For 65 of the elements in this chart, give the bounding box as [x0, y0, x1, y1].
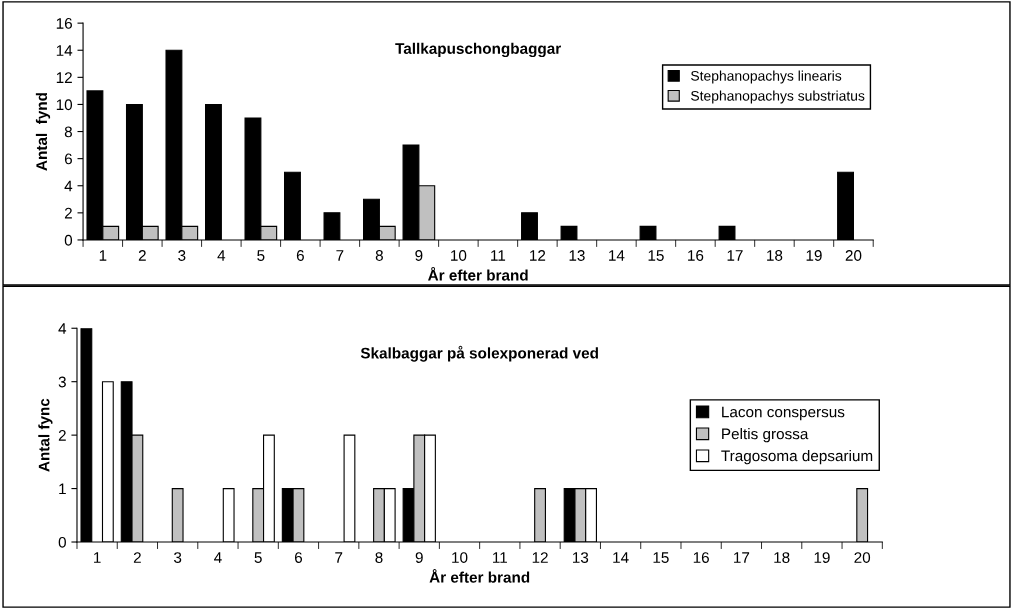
y-tick-label: 12 [56, 72, 72, 83]
x-tick-label: 3 [178, 250, 186, 261]
legend-label: Lacon conspersus [722, 406, 845, 421]
x-tick-label: 20 [854, 552, 871, 563]
x-tick-label: 2 [138, 250, 146, 261]
y-axis-title: Antal fync [38, 398, 53, 472]
legend-label: Stephanopachys substriatus [691, 90, 865, 104]
x-tick-label: 19 [806, 250, 822, 261]
x-tick-label: 12 [532, 552, 548, 563]
x-tick-label: 14 [609, 250, 625, 261]
x-tick-label: 5 [257, 250, 265, 261]
x-tick-label: 12 [530, 250, 546, 261]
x-tick-label: 18 [767, 250, 783, 261]
x-tick-label: 16 [688, 250, 704, 261]
x-tick-label: 5 [254, 552, 262, 563]
y-tick-label: 0 [64, 234, 73, 246]
x-tick-label: 1 [94, 552, 101, 563]
y-tick-label: 4 [64, 180, 73, 192]
x-tick-label: 2 [133, 552, 141, 563]
x-tick-label: 6 [294, 552, 303, 563]
y-tick-label: 2 [58, 430, 66, 441]
x-tick-label: 15 [653, 552, 669, 563]
legend-label: Peltis grossa [722, 428, 809, 443]
x-tick-label: 18 [774, 552, 790, 563]
x-tick-label: 7 [335, 552, 343, 563]
x-tick-label: 10 [451, 250, 467, 261]
x-tick-label: 3 [173, 552, 182, 563]
y-tick-label: 6 [64, 153, 72, 165]
y-tick-label: 1 [59, 483, 66, 495]
x-tick-label: 14 [613, 552, 629, 563]
y-tick-label: 0 [58, 536, 66, 548]
legend-label: Stephanopachys linearis [691, 70, 842, 84]
x-tick-label: 13 [569, 250, 585, 261]
x-tick-label: 6 [296, 250, 304, 261]
y-tick-label: 4 [58, 323, 67, 334]
x-tick-label: 7 [336, 250, 344, 261]
y-tick-label: 10 [56, 99, 73, 111]
x-axis-title: År efter brand [428, 267, 528, 281]
x-axis-title: År efter brand [429, 569, 530, 583]
x-tick-label: 11 [491, 250, 506, 261]
x-tick-label: 11 [493, 552, 507, 563]
legend-label: Tragosoma depsarium [721, 450, 873, 465]
x-tick-label: 13 [572, 552, 589, 563]
x-tick-label: 17 [734, 552, 750, 563]
text: Skalbaggar på solexponerad ved [360, 345, 598, 362]
x-tick-label: 15 [648, 250, 664, 261]
x-tick-label: 8 [375, 552, 383, 563]
y-tick-label: 2 [64, 207, 72, 219]
text: Tallkapuschongbaggar [395, 42, 561, 58]
y-tick-label: 14 [56, 45, 73, 56]
x-tick-label: 4 [217, 250, 226, 261]
y-axis-title: Antal fynd [35, 93, 51, 171]
x-tick-label: 4 [214, 552, 222, 563]
x-tick-label: 17 [727, 250, 743, 261]
x-tick-label: 10 [452, 552, 468, 563]
y-tick-label: 3 [58, 376, 66, 388]
x-tick-label: 9 [415, 552, 423, 563]
y-tick-label: 8 [64, 126, 72, 138]
y-tick-label: 16 [56, 18, 72, 29]
x-tick-label: 16 [693, 552, 709, 563]
x-tick-label: 20 [845, 250, 862, 261]
x-tick-label: 1 [99, 250, 107, 261]
x-tick-label: 8 [375, 250, 383, 261]
x-tick-label: 19 [814, 552, 830, 563]
x-tick-label: 9 [415, 250, 423, 261]
